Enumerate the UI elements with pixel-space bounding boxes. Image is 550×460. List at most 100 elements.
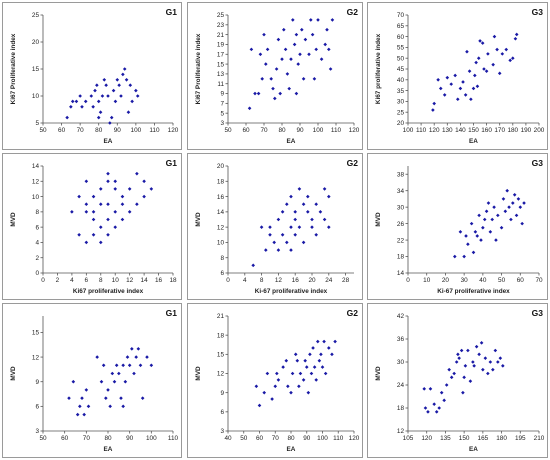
data-point	[499, 225, 504, 230]
data-point	[132, 371, 136, 376]
data-point	[110, 371, 115, 376]
data-point	[142, 179, 146, 184]
data-point	[476, 56, 481, 60]
scatter-plot: 50 60 70 80 90 100 110 3 6 9 12 15 G1 EA MVD	[10, 308, 179, 453]
y-tick-label: 15	[32, 66, 40, 73]
data-point	[447, 367, 451, 372]
data-point	[124, 78, 129, 82]
data-point	[264, 62, 268, 66]
x-tick-label: 50	[240, 435, 248, 442]
y-tick-label: 3	[35, 428, 39, 435]
x-tick-label: 60	[242, 127, 250, 134]
data-point	[461, 390, 465, 395]
y-tick-label: 14	[217, 209, 225, 216]
x-tick-label: 4	[70, 277, 74, 284]
x-tick-label: 160	[481, 127, 492, 134]
data-point	[95, 83, 99, 87]
y-tick-label: 35	[397, 88, 405, 95]
data-point	[522, 201, 526, 205]
data-point	[481, 367, 485, 372]
data-point	[333, 339, 337, 344]
data-point	[268, 225, 272, 229]
data-point	[262, 390, 267, 395]
data-point	[314, 378, 318, 382]
scatter-panel: 105 120 135 150 165 180 195 210 12 18 24 30 36 42 G3 EA…	[367, 303, 548, 458]
x-tick-label: 135	[440, 435, 451, 442]
y-tick-label: 24	[397, 382, 405, 389]
y-tick-label: 5	[220, 110, 224, 117]
x-tick-label: 80	[287, 435, 295, 442]
data-point	[439, 390, 444, 395]
y-tick-label: 34	[397, 188, 405, 195]
data-point	[274, 67, 279, 71]
y-tick-label: 17	[217, 51, 225, 58]
x-tick-label: 12	[126, 277, 134, 284]
data-point	[310, 225, 314, 229]
data-point	[104, 83, 108, 87]
data-point	[280, 232, 285, 237]
x-tick-label: 60	[58, 127, 66, 134]
data-point	[264, 248, 268, 252]
data-point	[113, 99, 118, 104]
x-tick-label: 4	[243, 277, 247, 284]
data-point	[84, 388, 89, 392]
scatter-plot: 100 110 120 130 140 150 160 170 180 190 200 20 25 30 3…	[375, 7, 545, 145]
data-point	[275, 371, 279, 376]
x-tick-label: 130	[442, 127, 453, 134]
data-point	[273, 96, 277, 101]
data-point	[520, 221, 524, 226]
x-tick-label: 110	[149, 127, 160, 134]
data-point	[84, 179, 89, 184]
x-tick-label: 110	[331, 127, 342, 134]
data-point	[114, 363, 119, 368]
data-point	[458, 230, 463, 234]
y-tick-label: 18	[217, 178, 225, 185]
x-tick-label: 150	[459, 435, 470, 442]
data-point	[423, 406, 428, 410]
data-point	[115, 78, 120, 82]
x-tick-label: 8	[99, 277, 103, 284]
data-point	[119, 94, 123, 98]
data-point	[109, 115, 114, 120]
data-point	[330, 18, 335, 22]
data-point	[462, 375, 466, 380]
data-point	[297, 384, 301, 389]
data-point	[492, 34, 497, 39]
x-tick-label: 30	[461, 277, 469, 284]
x-tick-label: 70	[83, 435, 91, 442]
x-tick-label: 18	[169, 277, 177, 284]
data-point	[442, 398, 446, 403]
data-point	[276, 217, 281, 222]
data-point	[319, 57, 324, 61]
data-point	[488, 360, 493, 364]
data-point	[75, 412, 80, 417]
data-point	[78, 404, 82, 409]
data-point	[84, 240, 89, 245]
y-tick-label: 25	[397, 109, 405, 116]
data-point	[134, 88, 138, 93]
x-tick-label: 120	[168, 127, 179, 134]
x-axis-title: EA	[469, 446, 478, 453]
y-tick-label: 50	[397, 55, 405, 62]
data-point	[474, 344, 479, 349]
data-point	[498, 356, 503, 360]
y-tick-label: 7	[220, 101, 224, 108]
scatter-plot: 50 60 70 80 90 100 110 120 3 5 7 9 11 13 15 17 19 21 23 25 G…	[195, 7, 360, 145]
x-tick-label: 90	[114, 127, 122, 134]
data-point	[327, 225, 331, 229]
axis-line	[407, 166, 539, 274]
data-point	[486, 371, 490, 376]
data-point	[270, 397, 274, 401]
x-tick-label: 20	[308, 277, 316, 284]
y-tick-label: 5	[35, 120, 39, 127]
data-point	[484, 209, 489, 214]
data-point	[426, 410, 430, 414]
data-point	[142, 194, 146, 199]
data-point	[295, 358, 300, 363]
x-tick-label: 6	[85, 277, 89, 284]
data-point	[486, 52, 490, 56]
data-point	[494, 238, 498, 242]
y-tick-label: 30	[397, 99, 405, 106]
data-point	[508, 58, 512, 63]
data-point	[514, 213, 519, 218]
